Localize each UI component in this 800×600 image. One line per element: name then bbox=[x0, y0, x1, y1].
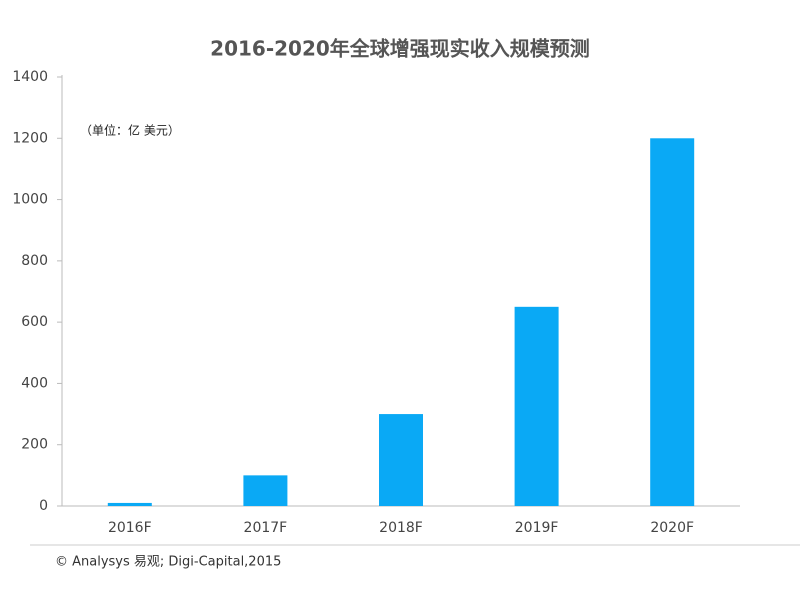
chart-title: 2016-2020年全球增强现实收入规模预测 bbox=[210, 37, 590, 61]
y-tick-label: 1400 bbox=[12, 69, 48, 85]
bar bbox=[243, 475, 288, 506]
bar bbox=[107, 502, 152, 506]
bar bbox=[379, 414, 423, 506]
bar bbox=[650, 138, 695, 507]
unit-note: （单位：亿 美元） bbox=[80, 123, 180, 138]
y-tick-label: 0 bbox=[39, 498, 48, 514]
y-tick-label: 200 bbox=[21, 437, 48, 453]
x-tick-label: 2017F bbox=[244, 520, 288, 536]
y-tick-label: 400 bbox=[21, 375, 48, 391]
y-tick-label: 1200 bbox=[12, 130, 48, 146]
x-tick-label: 2016F bbox=[108, 520, 152, 536]
bar bbox=[514, 306, 559, 506]
source: © Analysys 易观; Digi-Capital,2015 bbox=[55, 555, 281, 570]
y-tick-label: 1000 bbox=[12, 192, 48, 208]
x-tick-label: 2019F bbox=[515, 520, 559, 536]
y-tick-label: 600 bbox=[21, 314, 48, 330]
y-tick-label: 800 bbox=[21, 253, 48, 269]
x-tick-label: 2018F bbox=[379, 520, 423, 536]
x-tick-label: 2020F bbox=[650, 520, 694, 536]
